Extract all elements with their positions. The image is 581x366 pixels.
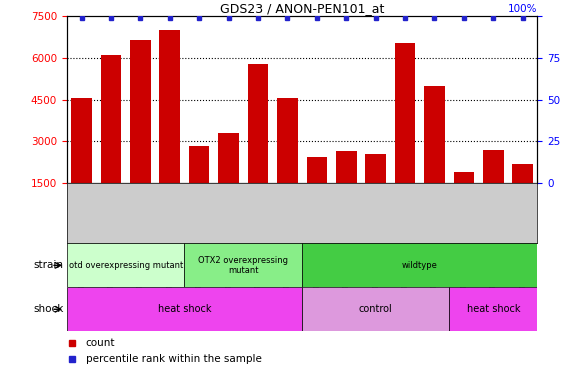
Bar	[302, 287, 449, 331]
Bar	[424, 86, 445, 225]
Text: heat shock: heat shock	[467, 304, 520, 314]
Title: GDS23 / ANON-PEN101_at: GDS23 / ANON-PEN101_at	[220, 2, 384, 15]
Bar	[512, 164, 533, 225]
Bar	[185, 243, 302, 287]
Text: control: control	[359, 304, 393, 314]
Bar	[189, 146, 210, 225]
Bar	[336, 151, 357, 225]
Text: heat shock: heat shock	[157, 304, 211, 314]
Bar	[67, 243, 185, 287]
Text: OTX2 overexpressing
mutant: OTX2 overexpressing mutant	[198, 255, 288, 275]
Text: wildtype: wildtype	[402, 261, 437, 270]
Bar	[277, 98, 297, 225]
Text: otd overexpressing mutant: otd overexpressing mutant	[69, 261, 183, 270]
Text: 100%: 100%	[508, 4, 537, 14]
Text: count: count	[85, 338, 115, 348]
Text: percentile rank within the sample: percentile rank within the sample	[85, 354, 261, 365]
Text: shock: shock	[34, 304, 64, 314]
Bar	[307, 157, 327, 225]
Bar	[483, 150, 504, 225]
Bar	[394, 43, 415, 225]
Bar	[454, 172, 474, 225]
Bar	[449, 287, 537, 331]
Bar	[248, 64, 268, 225]
Bar	[302, 243, 537, 287]
Bar	[130, 40, 150, 225]
Text: strain: strain	[34, 260, 64, 270]
Bar	[218, 133, 239, 225]
Bar	[101, 55, 121, 225]
Bar	[67, 287, 302, 331]
Bar	[71, 98, 92, 225]
Bar	[159, 30, 180, 225]
Bar	[365, 154, 386, 225]
